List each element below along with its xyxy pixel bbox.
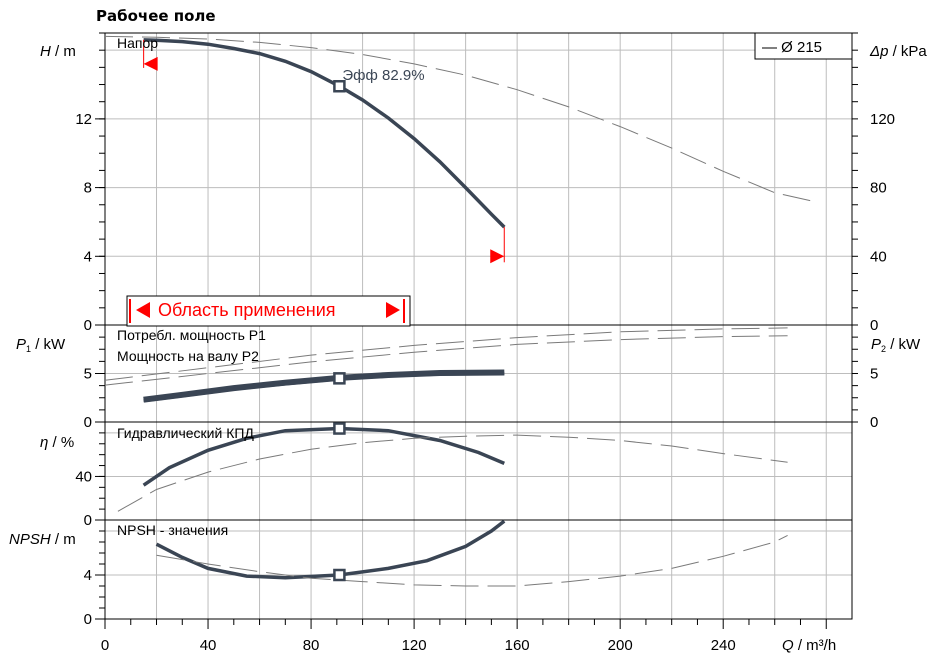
range-left-arrow (136, 302, 150, 318)
panel-title: Гидравлический КПД (117, 425, 254, 441)
legend-box (754, 32, 853, 60)
x-tick-label: 240 (711, 637, 736, 654)
panel-title: Потребл. мощность P1 (117, 327, 266, 343)
x-tick-label: 160 (505, 637, 530, 654)
operating-point-marker (333, 372, 346, 385)
y-tick-label: 0 (84, 317, 92, 334)
panel-title: Напор (117, 35, 158, 51)
y-right-tick-label: 40 (870, 248, 887, 265)
y-axis-title: P1 / kW (16, 336, 66, 354)
panel-frame (104, 32, 853, 326)
y-right-tick-label: 80 (870, 180, 887, 197)
panel-title: Мощность на валу P2 (117, 348, 259, 364)
y-tick-label: 12 (75, 111, 92, 128)
y-axis-title-right: Δp / kPa (869, 43, 927, 60)
page-title: Рабочее поле (96, 7, 216, 25)
application-range: Область применения (126, 295, 411, 327)
series-line-η-max (117, 434, 788, 512)
series-line-P2 (143, 371, 505, 403)
series-line-η (142, 426, 505, 487)
x-tick-label: 200 (608, 637, 633, 654)
application-range-box (126, 295, 411, 327)
y-axis-title: η / % (40, 434, 74, 451)
y-axis-title: NPSH / m (9, 531, 76, 548)
y-tick-label: 0 (84, 611, 92, 628)
y-tick-label: 5 (84, 366, 92, 383)
label-layer: Напор H / m Δp / kPa Эфф 82.9% Потребл. мощн… (9, 35, 927, 654)
y-right-tick-label: 0 (870, 317, 878, 334)
operating-point-marker (333, 568, 346, 582)
x-tick-label: 120 (402, 637, 427, 654)
series-line-P1-max (104, 327, 788, 381)
y-tick-label: 8 (84, 180, 92, 197)
x-tick-label: 0 (101, 637, 109, 654)
legend: — Ø 215 (754, 32, 853, 60)
x-axis-title: Q / m³/h (782, 637, 836, 654)
efficiency-label: Эфф 82.9% (342, 67, 424, 84)
panel-frame (104, 519, 853, 620)
y-tick-label: 4 (84, 567, 92, 584)
range-max-arrow (490, 249, 505, 264)
range-label: Область применения (158, 300, 336, 320)
legend-label: — Ø 215 (762, 39, 822, 56)
y-right-tick-label: 5 (870, 366, 878, 383)
y-axis-title: H / m (40, 43, 76, 60)
series-line-NPSH-max (156, 534, 788, 587)
range-right-arrow (386, 302, 400, 318)
y-tick-label: 0 (84, 414, 92, 431)
operating-point-marker (333, 422, 346, 435)
panel-title: NPSH - значения (117, 522, 228, 538)
range-min-arrow (143, 56, 158, 71)
y-axis-title-right: P2 / kW (871, 336, 921, 354)
operating-point-marker (333, 79, 346, 93)
x-tick-label: 80 (303, 637, 320, 654)
y-tick-label: 0 (84, 512, 92, 529)
y-tick-label: 4 (84, 248, 92, 265)
y-right-tick-label: 0 (870, 414, 878, 431)
series-line-max (104, 35, 814, 202)
series-line-Ø-215 (143, 38, 506, 229)
series-line-P2-max (104, 335, 788, 386)
y-right-tick-label: 120 (870, 111, 895, 128)
y-tick-label: 40 (75, 468, 92, 485)
grid-layer (105, 33, 852, 619)
series-line-P1 (143, 369, 505, 403)
marker-layer (143, 39, 505, 582)
x-tick-label: 40 (200, 637, 217, 654)
